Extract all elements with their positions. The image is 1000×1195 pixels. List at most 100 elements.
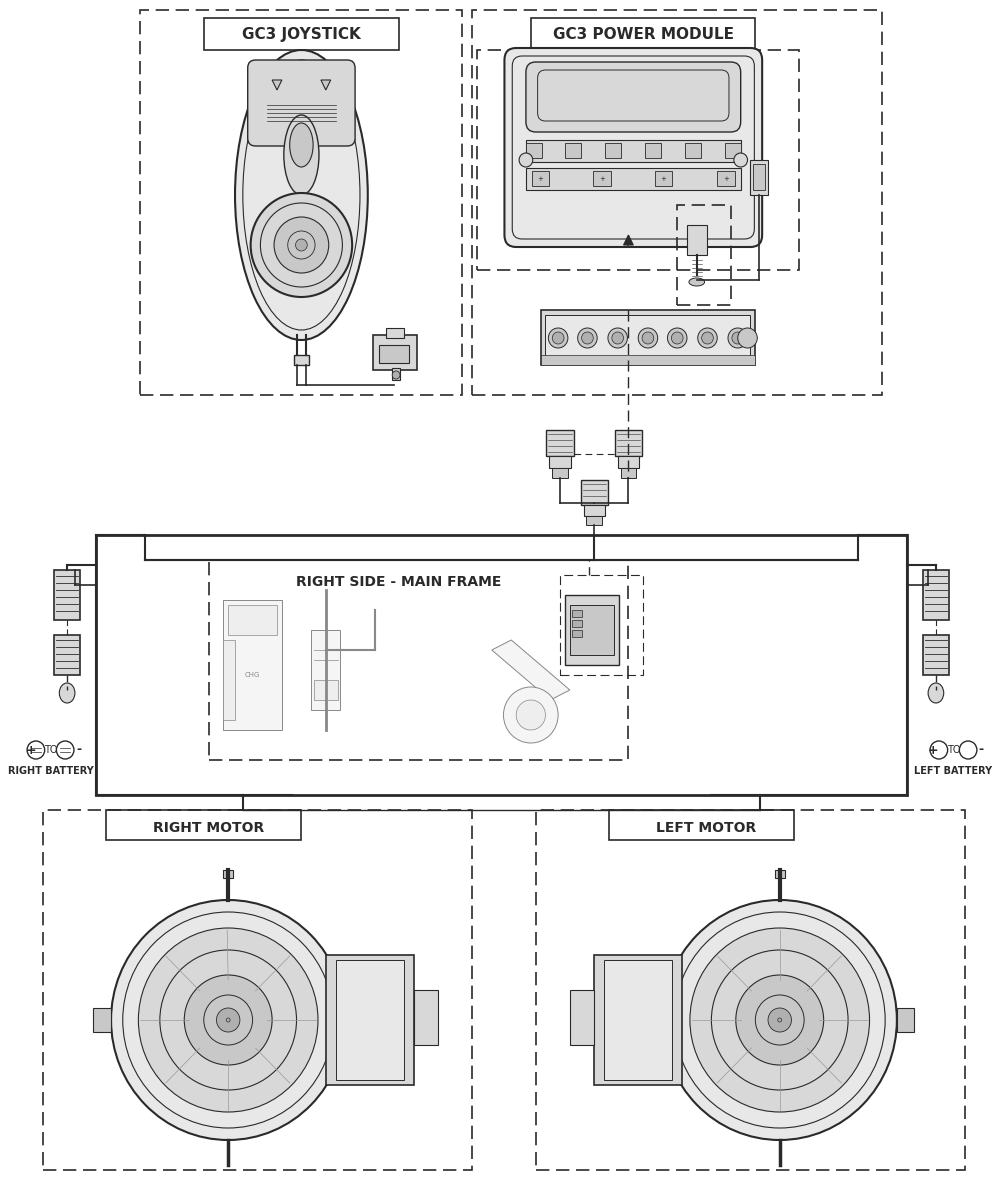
- Bar: [775, 870, 785, 878]
- Polygon shape: [492, 641, 570, 700]
- Circle shape: [690, 929, 870, 1113]
- Circle shape: [612, 332, 624, 344]
- Bar: [536, 810, 965, 1170]
- Bar: [584, 504, 605, 516]
- Bar: [526, 143, 542, 158]
- Circle shape: [674, 912, 885, 1128]
- Bar: [54, 635, 80, 675]
- Bar: [565, 595, 619, 664]
- Text: RIGHT MOTOR: RIGHT MOTOR: [153, 821, 264, 835]
- Bar: [223, 641, 235, 721]
- Bar: [526, 140, 741, 163]
- Text: +: +: [599, 176, 605, 182]
- Circle shape: [608, 327, 627, 348]
- Bar: [570, 605, 614, 655]
- Text: +: +: [661, 176, 667, 182]
- Bar: [897, 1009, 914, 1032]
- Bar: [531, 18, 755, 50]
- Circle shape: [734, 153, 748, 167]
- Bar: [645, 143, 661, 158]
- Ellipse shape: [284, 115, 319, 195]
- Bar: [581, 480, 608, 504]
- Circle shape: [516, 700, 545, 730]
- Bar: [532, 171, 549, 186]
- Circle shape: [582, 332, 593, 344]
- Circle shape: [768, 1009, 791, 1032]
- Text: -: -: [979, 743, 984, 756]
- Text: LEFT BATTERY: LEFT BATTERY: [914, 766, 993, 776]
- Bar: [717, 171, 735, 186]
- Circle shape: [160, 950, 297, 1090]
- Ellipse shape: [689, 278, 705, 286]
- Circle shape: [755, 995, 804, 1044]
- Circle shape: [251, 194, 352, 298]
- Bar: [572, 609, 582, 617]
- Bar: [605, 143, 621, 158]
- Bar: [677, 206, 731, 305]
- Bar: [253, 65, 350, 140]
- Bar: [685, 143, 701, 158]
- Bar: [570, 989, 594, 1044]
- Bar: [541, 310, 755, 364]
- Bar: [379, 345, 409, 363]
- Bar: [311, 630, 340, 710]
- Bar: [541, 355, 755, 364]
- FancyBboxPatch shape: [504, 48, 762, 247]
- Circle shape: [702, 332, 713, 344]
- Text: TO: TO: [947, 744, 960, 755]
- Bar: [386, 327, 404, 338]
- Circle shape: [296, 239, 307, 251]
- Bar: [552, 468, 568, 478]
- Bar: [140, 10, 462, 396]
- Bar: [655, 171, 672, 186]
- Bar: [314, 680, 338, 700]
- Bar: [572, 630, 582, 637]
- Bar: [615, 430, 642, 456]
- Bar: [923, 635, 949, 675]
- Bar: [614, 811, 799, 840]
- Bar: [549, 456, 571, 468]
- Text: +: +: [927, 743, 938, 756]
- Bar: [228, 605, 277, 635]
- Bar: [43, 810, 472, 1170]
- Circle shape: [548, 327, 568, 348]
- Bar: [111, 811, 306, 840]
- Bar: [93, 1009, 111, 1032]
- Bar: [560, 575, 643, 675]
- Polygon shape: [624, 235, 633, 245]
- Text: RIGHT BATTERY: RIGHT BATTERY: [8, 766, 93, 776]
- Bar: [96, 535, 907, 795]
- Text: CHG: CHG: [245, 672, 260, 678]
- Text: RIGHT SIDE - MAIN FRAME: RIGHT SIDE - MAIN FRAME: [296, 575, 502, 589]
- Bar: [54, 570, 80, 620]
- Bar: [565, 143, 581, 158]
- Circle shape: [642, 332, 654, 344]
- Polygon shape: [272, 80, 282, 90]
- Bar: [750, 160, 768, 195]
- Circle shape: [711, 950, 848, 1090]
- Ellipse shape: [243, 60, 360, 330]
- Text: GC3 JOYSTICK: GC3 JOYSTICK: [242, 26, 361, 42]
- Bar: [593, 171, 611, 186]
- Bar: [472, 10, 882, 396]
- Circle shape: [503, 687, 558, 743]
- Text: GC3 POWER MODULE: GC3 POWER MODULE: [553, 26, 734, 42]
- FancyBboxPatch shape: [526, 62, 741, 131]
- Ellipse shape: [59, 684, 75, 703]
- Circle shape: [111, 900, 345, 1140]
- Bar: [209, 560, 628, 760]
- FancyBboxPatch shape: [248, 60, 355, 146]
- Bar: [572, 620, 582, 627]
- Text: LEFT MOTOR: LEFT MOTOR: [656, 821, 757, 835]
- Bar: [373, 335, 417, 370]
- Circle shape: [728, 327, 748, 348]
- Circle shape: [671, 332, 683, 344]
- Text: TO: TO: [44, 744, 57, 755]
- Circle shape: [274, 217, 329, 272]
- Text: +: +: [25, 743, 36, 756]
- Circle shape: [138, 929, 318, 1113]
- Bar: [204, 18, 399, 50]
- Circle shape: [216, 1009, 240, 1032]
- Text: +: +: [538, 176, 544, 182]
- Text: +: +: [723, 176, 729, 182]
